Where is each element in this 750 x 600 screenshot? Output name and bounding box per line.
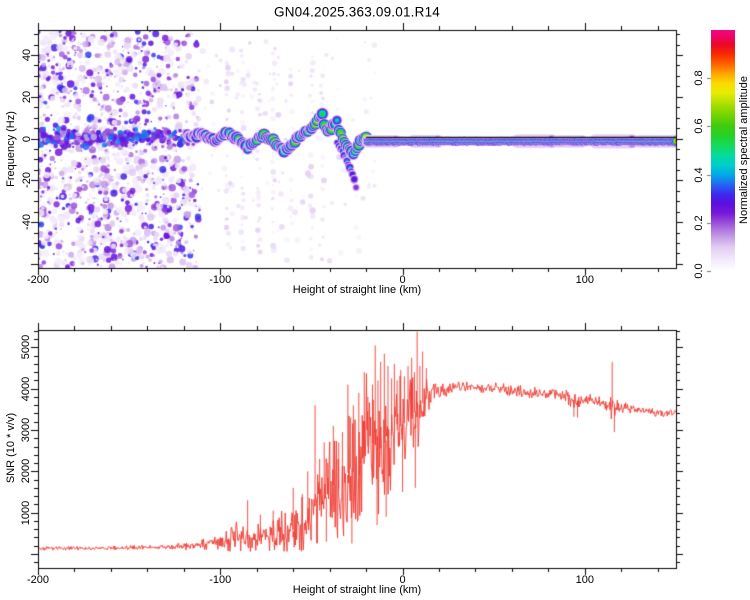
snr-x-tick-label: 100 — [575, 574, 595, 586]
snr-y-tick-label: 3000 — [20, 417, 32, 443]
snr-x-tick-label: -200 — [26, 574, 50, 586]
colorbar-gradient — [711, 30, 735, 271]
snr-y-axis-label: SNR (10 * v/v) — [5, 412, 17, 484]
colorbar-tick-label: 0.4 — [693, 166, 705, 183]
spectrogram-x-tick-label: 100 — [575, 274, 595, 286]
spectrogram-x-axis-label: Height of straight line (km) — [292, 284, 422, 296]
snr-x-axis-label: Height of straight line (km) — [292, 584, 422, 596]
snr-y-tick-label: 2000 — [20, 459, 32, 484]
spectrogram-y-tick-label: 20 — [21, 90, 33, 103]
snr-y-tick-label: 5000 — [20, 335, 32, 360]
colorbar-tick-label: 0.6 — [693, 118, 705, 135]
colorbar-label: Normalized spectral amplitude — [738, 76, 750, 224]
spectrogram-x-tick-label: 0 — [399, 274, 406, 286]
colorbar-tick-label: 0.2 — [693, 215, 705, 231]
snr-y-tick-label: 4000 — [20, 376, 32, 401]
spectrogram-x-tick-label: -100 — [209, 274, 232, 286]
spectrogram-x-tick-label: -200 — [26, 274, 50, 286]
spectrogram-y-axis-label: Frequency (Hz) — [5, 111, 17, 187]
snr-y-tick-label: 1000 — [20, 500, 32, 525]
spectrogram-y-tick-label: -20 — [21, 172, 33, 189]
spectrogram-y-tick-label: -40 — [21, 214, 33, 231]
snr-x-tick-label: 0 — [399, 574, 406, 586]
spectrogram-y-tick-label: 40 — [21, 48, 33, 62]
chart-title: GN04.2025.363.09.01.R14 — [274, 4, 440, 20]
colorbar-tick-label: 0.8 — [693, 70, 705, 86]
colorbar-tick-label: 0.0 — [693, 263, 705, 279]
snr-x-tick-label: -100 — [209, 574, 232, 586]
spectrogram-y-tick-label: 0 — [21, 135, 33, 142]
